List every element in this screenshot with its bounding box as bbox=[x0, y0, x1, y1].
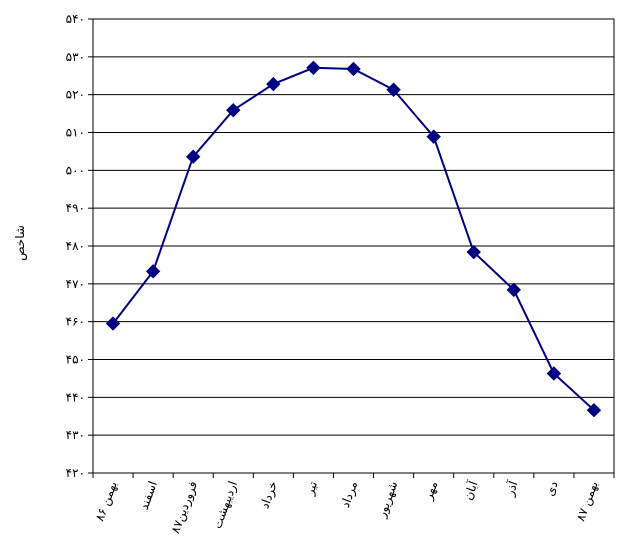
x-tick-label: شهریور bbox=[374, 479, 401, 520]
y-axis-label: شاخص bbox=[13, 225, 28, 261]
y-tick-label: ۴۹۰ bbox=[66, 201, 85, 215]
y-tick-label: ۴۳۰ bbox=[66, 428, 85, 442]
y-tick-label: ۵۳۰ bbox=[66, 50, 85, 64]
x-tick-label: اردیبهشت bbox=[210, 479, 241, 531]
y-tick-label: ۵۲۰ bbox=[66, 88, 85, 102]
x-tick-label: اسفند bbox=[137, 479, 160, 511]
data-point bbox=[306, 60, 321, 76]
x-tick-label: خرداد bbox=[257, 479, 281, 511]
x-tick-label: مرداد bbox=[338, 479, 361, 510]
data-point bbox=[546, 366, 562, 381]
data-point bbox=[426, 129, 441, 144]
x-tick-label: مهر bbox=[421, 479, 442, 503]
y-tick-label: ۴۷۰ bbox=[66, 277, 85, 291]
data-point bbox=[346, 61, 361, 77]
y-tick-label: ۴۲۰ bbox=[66, 466, 85, 480]
y-tick-label: ۵۴۰ bbox=[66, 12, 85, 26]
data-point bbox=[185, 149, 201, 164]
data-point bbox=[266, 76, 281, 92]
series-group bbox=[105, 60, 602, 418]
y-axis-ticks: ۴۲۰ ۴۳۰ ۴۴۰ ۴۵۰ ۴۶۰ ۴۷۰ ۴۸۰ ۴۹۰ ۵۰۰ ۵۱۰ ۵۲۰ ۵۳۰ ۵۴۰ bbox=[66, 12, 93, 480]
y-tick-label: ۴۸۰ bbox=[66, 239, 85, 253]
x-tick-label: بهمن ۸۶ bbox=[92, 479, 120, 523]
gridlines bbox=[93, 18, 614, 474]
y-tick-label: ۴۶۰ bbox=[66, 315, 85, 329]
x-axis-ticks: بهمن ۸۶ اسفند فروردین۸۷ اردیبهشت خرداد تیر مرد… bbox=[92, 473, 615, 536]
y-tick-label: ۵۱۰ bbox=[66, 126, 85, 140]
data-point bbox=[386, 82, 401, 97]
data-point bbox=[586, 402, 602, 418]
y-tick-label: ۵۰۰ bbox=[66, 163, 85, 177]
y-tick-label: ۴۴۰ bbox=[66, 390, 85, 404]
data-point bbox=[466, 244, 481, 260]
x-tick-label: آذر bbox=[501, 478, 522, 499]
data-point bbox=[145, 264, 161, 279]
x-tick-label: فروردین۸۷ bbox=[168, 479, 201, 535]
data-point bbox=[226, 102, 241, 118]
x-tick-label: آبان bbox=[460, 478, 481, 502]
x-tick-label: دی bbox=[543, 479, 561, 498]
x-tick-label: بهمن ۸۷ bbox=[573, 479, 601, 523]
y-tick-label: ۴۵۰ bbox=[66, 353, 85, 367]
data-point bbox=[506, 282, 522, 298]
data-point bbox=[105, 316, 121, 331]
x-tick-label: تیر bbox=[302, 479, 321, 498]
